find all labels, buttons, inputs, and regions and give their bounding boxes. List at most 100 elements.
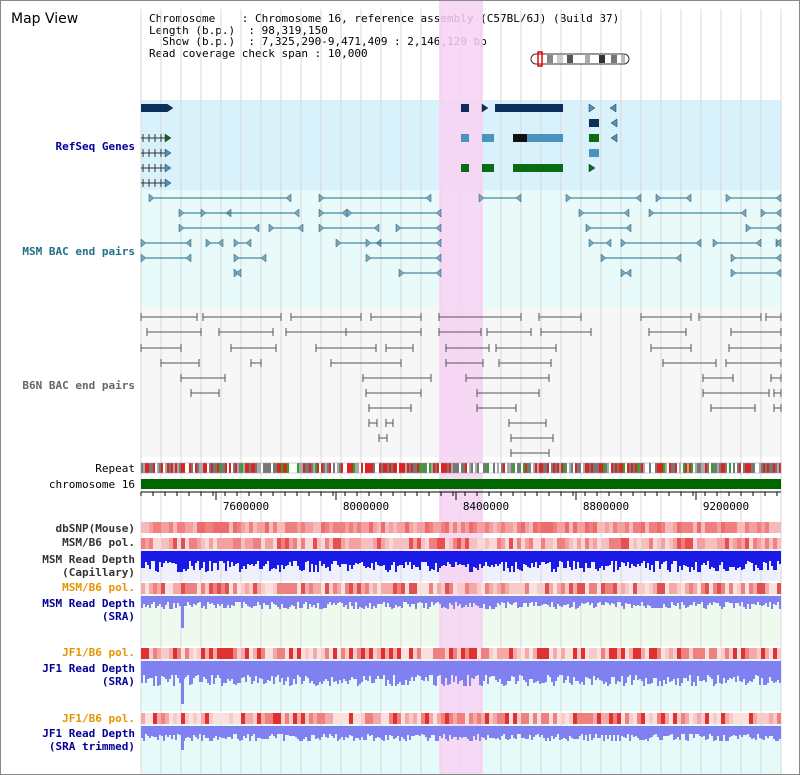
jf1-depth-trimmed-bar bbox=[213, 726, 215, 738]
jf1-b6-pol-strip-2-cell bbox=[565, 713, 569, 724]
jf1-b6-pol-strip-cell bbox=[545, 648, 549, 659]
jf1-depth-sra-bar bbox=[399, 661, 401, 682]
msm-depth-sra-bar bbox=[365, 596, 367, 606]
repeat-segment bbox=[765, 463, 767, 473]
jf1-depth-trimmed-bar bbox=[769, 726, 771, 736]
jf1-depth-sra-bar bbox=[331, 661, 333, 677]
msm-depth-capillary-bar bbox=[313, 551, 315, 572]
repeat-segment bbox=[517, 463, 519, 473]
jf1-b6-pol-strip-2-cell bbox=[413, 713, 417, 724]
msm-depth-capillary-bar bbox=[749, 551, 751, 562]
msm-depth-capillary-bar bbox=[525, 551, 527, 565]
msm-b6-pol-strip-cell bbox=[237, 538, 241, 549]
jf1-depth-trimmed-bar bbox=[627, 726, 629, 734]
jf1-depth-sra-bar bbox=[173, 661, 175, 686]
jf1-depth-sra-bar bbox=[593, 661, 595, 676]
repeat-segment bbox=[315, 463, 317, 473]
repeat-segment bbox=[281, 463, 283, 473]
msm-depth-capillary-bar bbox=[751, 551, 753, 563]
msm-b6-pol-strip-cell bbox=[689, 538, 693, 549]
track-label-b6n-bac[interactable]: B6N BAC end pairs bbox=[22, 379, 135, 392]
repeat-segment bbox=[409, 463, 411, 473]
jf1-depth-sra-bar bbox=[319, 661, 321, 682]
msm-depth-capillary-bar bbox=[177, 551, 179, 572]
jf1-depth-sra-bar bbox=[351, 661, 353, 677]
msm-b6-pol-strip-2-cell bbox=[409, 583, 413, 594]
msm-bac-pair-end bbox=[140, 253, 147, 263]
msm-depth-sra-bar bbox=[377, 596, 379, 604]
msm-depth-sra-bar bbox=[423, 596, 425, 608]
jf1-depth-trimmed-bar bbox=[327, 726, 329, 738]
msm-b6-pol-strip-2-cell bbox=[661, 583, 665, 594]
dbsnp-strip-cell bbox=[369, 522, 373, 533]
msm-depth-sra-bar bbox=[553, 596, 555, 607]
msm-depth-capillary-bar bbox=[251, 551, 253, 564]
msm-depth-sra-bar bbox=[283, 596, 285, 608]
jf1-depth-trimmed-bar bbox=[647, 726, 649, 741]
jf1-depth-trimmed-bar bbox=[359, 726, 361, 740]
dbsnp-strip-cell bbox=[441, 522, 445, 533]
msm-depth-capillary-bar bbox=[569, 551, 571, 567]
track-label-refseq[interactable]: RefSeq Genes bbox=[55, 140, 135, 153]
msm-b6-pol-strip-2-cell bbox=[637, 583, 641, 594]
jf1-depth-trimmed-bar bbox=[299, 726, 301, 741]
jf1-depth-sra-bar bbox=[423, 661, 425, 681]
msm-b6-pol-strip-2-cell bbox=[457, 583, 461, 594]
msm-b6-pol-strip-2-cell bbox=[465, 583, 469, 594]
msm-depth-sra-bar bbox=[455, 596, 457, 602]
jf1-depth-sra-bar bbox=[587, 661, 589, 678]
jf1-depth-sra-bar bbox=[777, 661, 779, 680]
axis-tick-label: 9200000 bbox=[703, 500, 749, 513]
msm-depth-capillary-bar bbox=[333, 551, 335, 561]
jf1-depth-sra-bar bbox=[681, 661, 683, 683]
jf1-depth-sra-bar bbox=[375, 661, 377, 679]
jf1-depth-trimmed-bar bbox=[167, 726, 169, 737]
msm-depth-sra-bar bbox=[671, 596, 673, 602]
jf1-depth-trimmed-bar bbox=[729, 726, 731, 737]
msm-depth-capillary-bar bbox=[307, 551, 309, 561]
jf1-depth-sra-bar bbox=[461, 661, 463, 680]
jf1-depth-trimmed-bar bbox=[287, 726, 289, 735]
msm-depth-sra-bar bbox=[633, 596, 635, 605]
dbsnp-strip-cell bbox=[445, 522, 449, 533]
repeat-segment bbox=[723, 463, 725, 473]
jf1-b6-pol-strip-2-cell bbox=[481, 713, 485, 724]
msm-depth-sra-bar bbox=[687, 596, 689, 607]
msm-depth-sra-bar bbox=[693, 596, 695, 602]
msm-depth-sra-bar bbox=[651, 596, 653, 608]
msm-b6-pol-strip-2-cell bbox=[385, 583, 389, 594]
jf1-depth-sra-bar bbox=[503, 661, 505, 686]
repeat-segment bbox=[773, 463, 775, 473]
repeat-segment bbox=[387, 463, 389, 473]
jf1-depth-trimmed-bar bbox=[775, 726, 777, 741]
dbsnp-strip-cell bbox=[437, 522, 441, 533]
jf1-depth-trimmed-bar bbox=[405, 726, 407, 741]
jf1-depth-trimmed-bar bbox=[541, 726, 543, 735]
repeat-segment bbox=[405, 463, 407, 473]
msm-depth-sra-bar bbox=[203, 596, 205, 606]
repeat-segment bbox=[143, 463, 145, 473]
track-label-msm-bac[interactable]: MSM BAC end pairs bbox=[22, 245, 135, 258]
msm-depth-sra-bar bbox=[669, 596, 671, 608]
jf1-b6-pol-strip-cell bbox=[617, 648, 621, 659]
msm-depth-capillary-bar bbox=[777, 551, 779, 561]
msm-bac-pair-end bbox=[398, 268, 405, 278]
repeat-segment bbox=[155, 463, 157, 473]
jf1-b6-pol-strip-cell bbox=[277, 648, 281, 659]
msm-b6-pol-strip-2-cell bbox=[725, 583, 729, 594]
repeat-segment bbox=[149, 463, 151, 473]
jf1-b6-pol-strip-cell bbox=[353, 648, 357, 659]
msm-depth-sra-bar bbox=[233, 596, 235, 606]
msm-depth-capillary-bar bbox=[421, 551, 423, 562]
msm-depth-sra-bar bbox=[573, 596, 575, 602]
jf1-depth-sra-bar bbox=[701, 661, 703, 681]
jf1-b6-pol-strip-2-cell bbox=[521, 713, 525, 724]
msm-depth-capillary-bar bbox=[429, 551, 431, 571]
jf1-depth-trimmed-bar bbox=[317, 726, 319, 738]
msm-depth-sra-bar bbox=[591, 596, 593, 603]
dbsnp-strip-cell bbox=[481, 522, 485, 533]
jf1-depth-trimmed-bar bbox=[273, 726, 275, 736]
repeat-segment bbox=[645, 463, 647, 473]
msm-depth-sra-bar bbox=[351, 596, 353, 606]
jf1-b6-pol-strip-cell bbox=[209, 648, 213, 659]
